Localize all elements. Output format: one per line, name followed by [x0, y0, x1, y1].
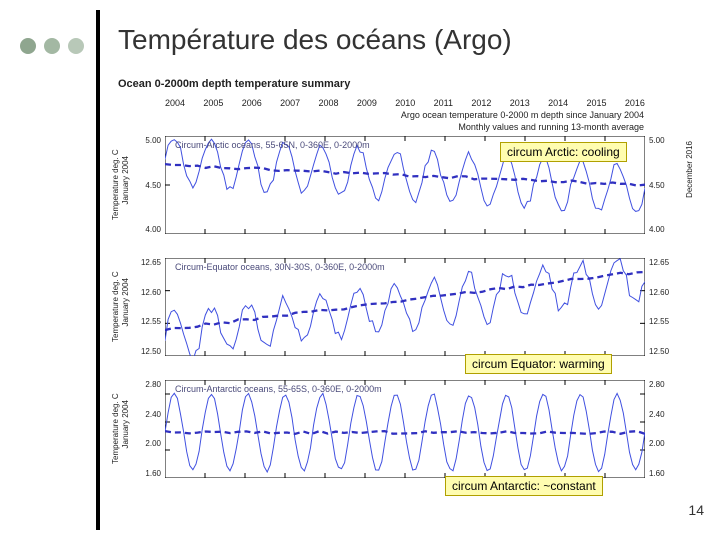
equator-y-axis-title: Temperature deg. C: [111, 258, 120, 356]
chart-subtitle-2: Monthly values and running 13-month aver…: [458, 122, 644, 132]
equator-y-labels-left: 12.6512.6012.5512.50: [129, 258, 161, 356]
arctic-left-date: January 2004: [121, 156, 130, 204]
annotation-antarctic: circum Antarctic: ~constant: [445, 476, 603, 496]
antarctic-y-labels-left: 2.802.402.001.60: [129, 380, 161, 478]
arctic-y-labels-left: 5.004.504.00: [129, 136, 161, 234]
vertical-divider: [96, 10, 100, 530]
chart-summary-title: Ocean 0-2000m depth temperature summary: [118, 78, 350, 90]
antarctic-subtitle: Circum-Antarctic oceans, 55-65S, 0-360E,…: [175, 384, 382, 394]
dot-3: [68, 38, 84, 54]
arctic-subtitle: Circum-Arctic oceans, 55-65N, 0-360E, 0-…: [175, 140, 370, 150]
chart-subtitle-1: Argo ocean temperature 0-2000 m depth si…: [401, 110, 644, 120]
arctic-y-axis-title: Temperature deg. C: [111, 136, 120, 234]
antarctic-y-labels-right: 2.802.402.001.60: [649, 380, 681, 478]
equator-subtitle: Circum-Equator oceans, 30N-30S, 0-360E, …: [175, 262, 385, 272]
page-number: 14: [688, 502, 704, 518]
antarctic-chart: [165, 380, 645, 478]
antarctic-y-axis-title: Temperature deg. C: [111, 380, 120, 478]
annotation-equator: circum Equator: warming: [465, 354, 612, 374]
decorative-dots: [20, 38, 84, 54]
page-title: Température des océans (Argo): [118, 24, 512, 56]
dot-2: [44, 38, 60, 54]
equator-chart: [165, 258, 645, 356]
annotation-arctic: circum Arctic: cooling: [500, 142, 627, 162]
arctic-y-labels-right: 5.004.504.00: [649, 136, 681, 234]
antarctic-left-date: January 2004: [121, 400, 130, 448]
equator-y-labels-right: 12.6512.6012.5512.50: [649, 258, 681, 356]
arctic-right-date: December 2016: [685, 141, 694, 198]
x-axis-labels-top: 2004200520062007200820092010201120122013…: [165, 98, 645, 108]
equator-left-date: January 2004: [121, 278, 130, 326]
dot-1: [20, 38, 36, 54]
